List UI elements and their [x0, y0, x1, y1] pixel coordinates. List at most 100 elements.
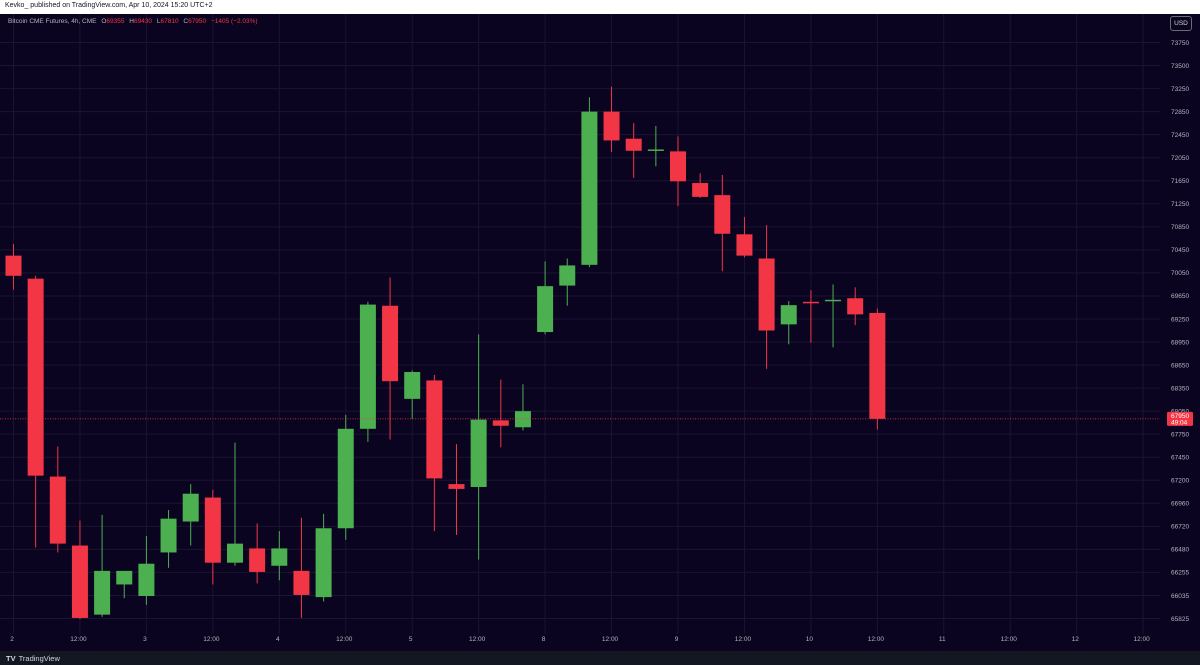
candle-up — [537, 286, 554, 333]
candle-up — [337, 428, 354, 529]
low-value: 67810 — [160, 18, 179, 25]
price-tick-label: 69250 — [1171, 316, 1189, 323]
candle-down — [670, 151, 686, 182]
close-label: C — [183, 18, 189, 25]
time-tick-label: 12 — [1072, 636, 1080, 643]
price-tick-label: 73750 — [1171, 40, 1189, 47]
candle-up — [470, 419, 487, 487]
last-price-value: 67950 — [1171, 413, 1189, 420]
candle-down — [27, 278, 44, 476]
price-tick-label: 70450 — [1171, 247, 1189, 254]
price-tick-label: 69650 — [1171, 293, 1189, 300]
price-tick-label: 73250 — [1171, 86, 1189, 93]
candle-up — [359, 304, 376, 429]
time-axis[interactable]: 2 12:00 3 12:00 4 12:00 5 12:00 8 12:00 9 12:00 10 12… — [10, 636, 1150, 643]
change-value: −1405 (−2.03%) — [210, 18, 258, 25]
candle-down — [249, 548, 266, 572]
footer-bar: TV TradingView — [0, 651, 1200, 665]
price-tick-label: 70850 — [1171, 224, 1189, 231]
price-tick-label: 67750 — [1171, 431, 1189, 438]
price-tick-label: 71650 — [1171, 178, 1189, 185]
candle-up — [647, 149, 664, 151]
candle-down — [692, 183, 709, 197]
symbol-title: Bitcoin CME Futures, 4h, CME — [8, 18, 97, 25]
candle-up — [271, 548, 288, 566]
candle-down — [293, 570, 310, 595]
candle-up — [138, 563, 155, 597]
publish-bar: Kevko_ published on TradingView.com, Apr… — [0, 0, 1200, 14]
candle-up — [94, 570, 111, 615]
tradingview-brand: TradingView — [18, 654, 60, 663]
candle-bodies — [5, 111, 886, 618]
price-tick-label: 72850 — [1171, 109, 1189, 116]
candle-up — [581, 111, 598, 265]
candle-up — [160, 518, 177, 553]
symbol-legend: Bitcoin CME Futures, 4h, CME O69355 H694… — [8, 18, 258, 25]
price-tick-label: 68350 — [1171, 385, 1189, 392]
open-label: O — [101, 18, 107, 25]
time-tick-label: 2 — [10, 636, 14, 643]
candle-up — [780, 305, 797, 325]
price-tick-label: 68650 — [1171, 362, 1189, 369]
price-tick-label: 68950 — [1171, 339, 1189, 346]
candlestick-chart[interactable]: 73750 73500 73250 72850 72450 72050 71650 71250… — [0, 14, 1200, 651]
candle-down — [736, 234, 753, 256]
low-label: L — [156, 18, 161, 25]
price-tick-label: 72050 — [1171, 155, 1189, 162]
price-tick-label: 66480 — [1171, 547, 1189, 554]
time-tick-label: 12:00 — [735, 636, 752, 643]
price-tick-label: 67450 — [1171, 455, 1189, 462]
publish-line: Kevko_ published on TradingView.com, Apr… — [5, 2, 213, 9]
price-axis[interactable]: 73750 73500 73250 72850 72450 72050 71650 71250… — [1167, 40, 1193, 623]
tradingview-logo[interactable]: TV TradingView — [6, 654, 60, 663]
time-tick-label: 12:00 — [868, 636, 885, 643]
candle-up — [182, 493, 199, 522]
time-tick-label: 9 — [675, 636, 679, 643]
time-tick-label: 12:00 — [203, 636, 220, 643]
candle-down — [5, 255, 22, 276]
time-tick-label: 11 — [939, 636, 946, 643]
price-tick-label: 73500 — [1171, 63, 1189, 70]
candle-down — [426, 380, 443, 479]
candle-down — [802, 301, 819, 304]
price-tick-label: 66035 — [1171, 593, 1189, 600]
price-tick-label: 66960 — [1171, 501, 1189, 508]
candle-down — [382, 305, 399, 382]
price-tick-label: 70050 — [1171, 270, 1189, 277]
grid — [0, 14, 1160, 634]
price-tick-label: 66255 — [1171, 570, 1189, 577]
currency-button[interactable]: USD — [1170, 16, 1192, 31]
candle-down — [847, 298, 864, 315]
time-tick-label: 12:00 — [469, 636, 486, 643]
price-tick-label: 72450 — [1171, 132, 1189, 139]
close-value: 67950 — [188, 18, 207, 25]
candle-up — [116, 570, 133, 585]
candle-down — [625, 138, 642, 151]
time-tick-label: 10 — [806, 636, 814, 643]
high-value: 69430 — [133, 18, 153, 25]
time-tick-label: 12:00 — [602, 636, 619, 643]
price-tick-label: 66720 — [1171, 524, 1189, 531]
candle-down — [71, 545, 88, 618]
price-tick-label: 71250 — [1171, 201, 1189, 208]
chart-area[interactable]: 73750 73500 73250 72850 72450 72050 71650 71250… — [0, 14, 1200, 651]
candle-up — [315, 528, 332, 598]
last-price-tag — [1167, 411, 1193, 426]
candle-down — [869, 312, 886, 419]
time-tick-label: 4 — [276, 636, 280, 643]
high-label: H — [129, 18, 134, 25]
tv-logo-icon: TV — [6, 654, 16, 663]
last-price-countdown: 49:04 — [1171, 419, 1188, 426]
time-tick-label: 3 — [143, 636, 147, 643]
time-tick-label: 12:00 — [1134, 636, 1151, 643]
candle-up — [559, 265, 576, 286]
candle-up — [404, 371, 421, 399]
candle-down — [603, 111, 620, 141]
candle-down — [758, 258, 775, 331]
time-tick-label: 8 — [542, 636, 546, 643]
candle-up — [227, 543, 243, 563]
time-tick-label: 5 — [409, 636, 413, 643]
time-tick-label: 12:00 — [70, 636, 87, 643]
time-tick-label: 12:00 — [336, 636, 353, 643]
candle-down — [448, 484, 465, 489]
